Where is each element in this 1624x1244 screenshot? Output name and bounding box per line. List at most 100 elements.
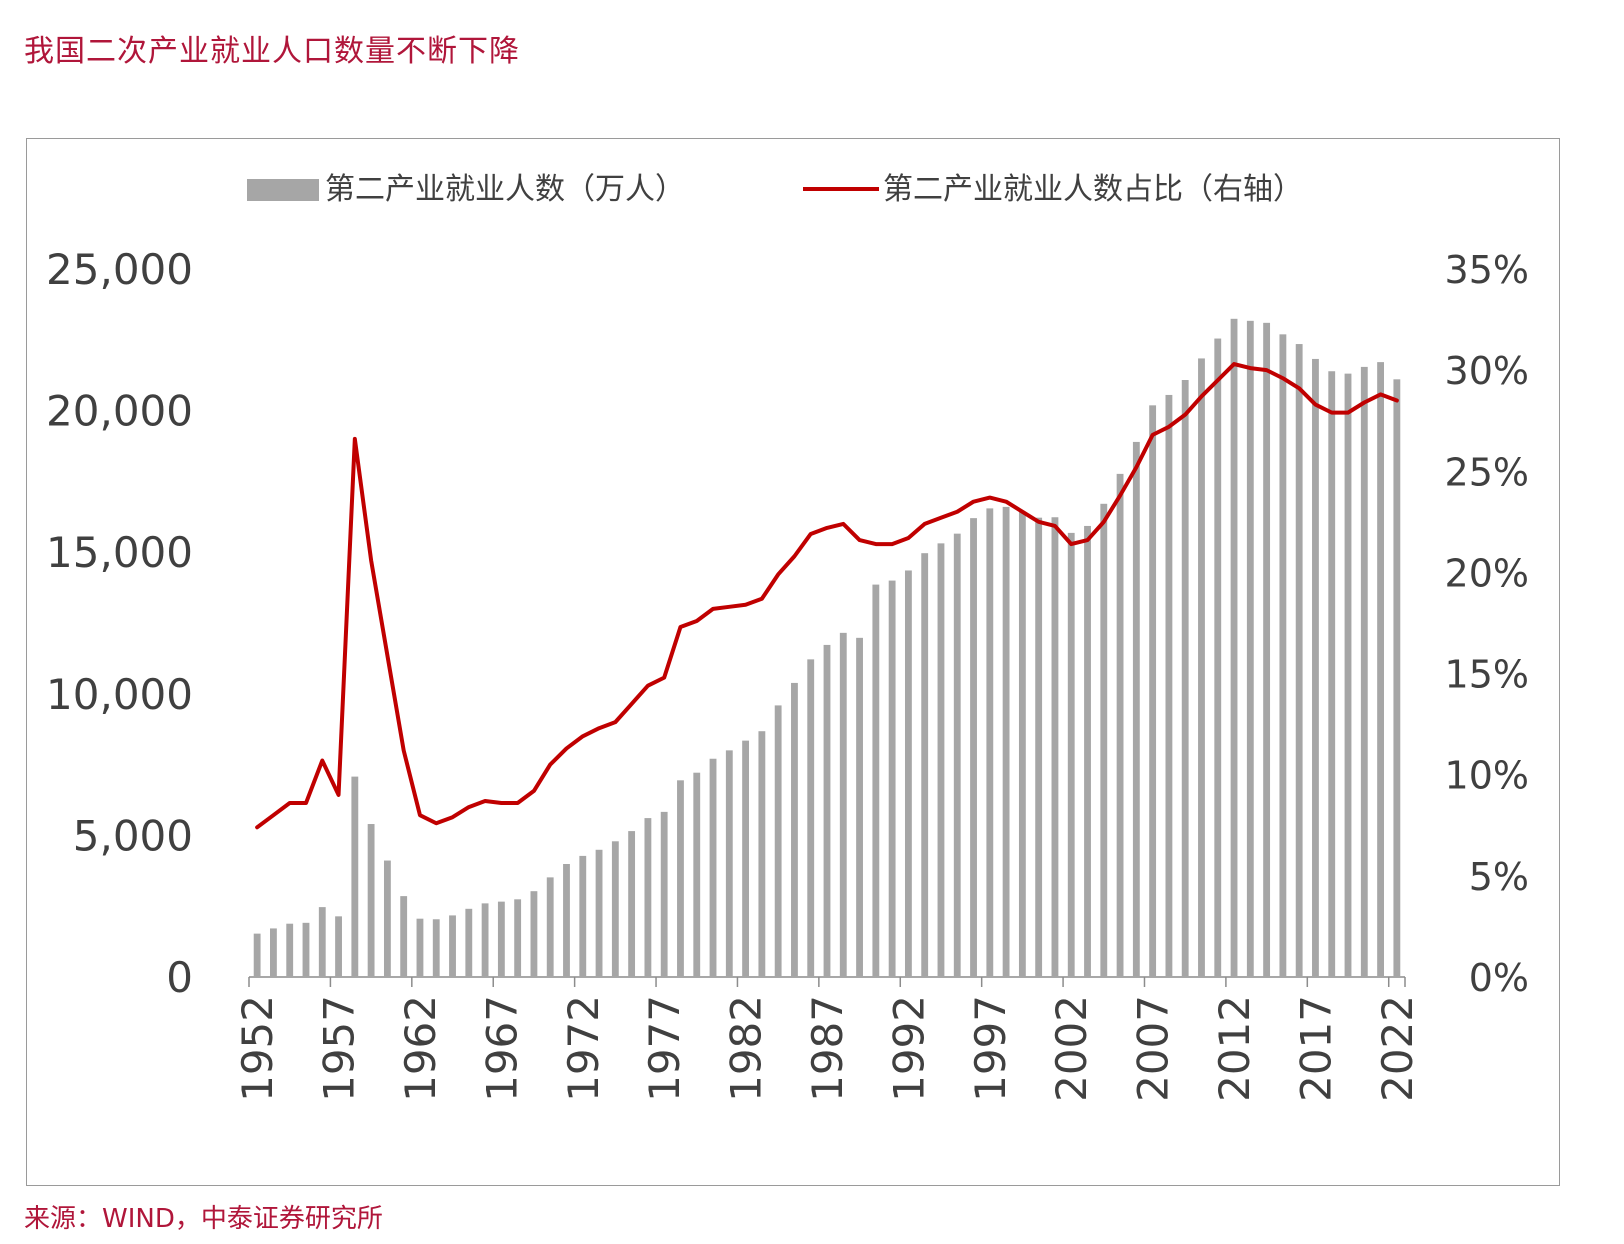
bar [416, 918, 424, 977]
bar [660, 811, 668, 977]
bar [1328, 371, 1336, 977]
bar [400, 896, 408, 977]
left-axis-tick-label: 15,000 [46, 528, 193, 577]
bar [611, 841, 619, 977]
bar [367, 824, 375, 977]
right-axis-tick-label: 30% [1445, 349, 1529, 393]
bar [1312, 358, 1319, 977]
bar [1295, 344, 1303, 977]
right-axis-tick-label: 15% [1445, 653, 1529, 697]
bar [709, 758, 717, 977]
bar [286, 923, 294, 977]
bar [563, 864, 570, 977]
x-axis-tick-label: 2007 [1129, 995, 1178, 1102]
bar [1018, 511, 1026, 977]
bar [677, 780, 684, 977]
bar [1279, 334, 1287, 977]
bar [1165, 394, 1173, 977]
bar [465, 908, 473, 977]
right-axis-tick-label: 10% [1445, 754, 1529, 798]
bar [953, 533, 961, 977]
bar [937, 543, 945, 977]
x-axis-tick-label: 2022 [1373, 995, 1422, 1102]
bar [1035, 517, 1043, 977]
bar [807, 659, 815, 977]
legend-bar-label: 第二产业就业人数（万人） [325, 172, 685, 207]
bar [1051, 517, 1059, 977]
left-axis-tick-label: 20,000 [46, 387, 193, 436]
x-axis-tick-label: 2002 [1047, 995, 1096, 1102]
bar [1002, 506, 1010, 977]
legend: 第二产业就业人数（万人） 第二产业就业人数占比（右轴） [247, 172, 1303, 207]
left-axis-tick-label: 25,000 [46, 245, 193, 294]
bar [888, 580, 896, 977]
bar [1132, 441, 1140, 977]
x-axis-tick-label: 1977 [640, 995, 689, 1102]
bar [253, 933, 261, 977]
right-axis-tick-label: 25% [1445, 450, 1529, 494]
bar [856, 637, 863, 977]
bar [693, 772, 701, 977]
bar [1360, 366, 1368, 977]
bar [351, 776, 359, 977]
bar [1067, 532, 1075, 977]
bar [1214, 338, 1222, 977]
right-axis-tick-label: 5% [1469, 855, 1529, 899]
x-axis-tick-label: 1957 [315, 995, 364, 1102]
bar [644, 818, 652, 977]
bar [904, 570, 912, 977]
bar [1246, 320, 1254, 977]
bar [921, 553, 929, 977]
bar [1377, 362, 1384, 977]
bar [579, 855, 587, 977]
bar [1344, 373, 1352, 977]
right-axis-tick-label: 35% [1445, 248, 1529, 292]
line-series [255, 362, 1399, 830]
bar [742, 740, 750, 977]
chart-frame: 第二产业就业人数（万人） 第二产业就业人数占比（右轴） 0 5,000 10,000… [26, 138, 1560, 1186]
bar [481, 903, 489, 977]
bar [302, 922, 310, 977]
bar [595, 849, 603, 977]
bar [318, 907, 326, 977]
bar [1084, 525, 1091, 977]
bar [725, 750, 733, 977]
x-axis-tick-label: 1997 [966, 995, 1015, 1102]
axes: 0 5,000 10,000 15,000 20,000 25,000 0% 5% 10% 15%… [46, 245, 1529, 1102]
bar-series [253, 318, 1401, 978]
bar [514, 899, 522, 977]
x-axis-tick-label: 1962 [396, 995, 445, 1102]
bar [1181, 380, 1189, 977]
bar [1100, 503, 1108, 977]
x-axis-tick-label: 2012 [1210, 995, 1259, 1102]
x-axis-tick-label: 2017 [1291, 995, 1340, 1102]
x-axis-tick-label: 1972 [559, 995, 608, 1102]
bar [432, 919, 440, 977]
x-axis-tick-label: 1967 [477, 995, 526, 1102]
bar [1116, 473, 1124, 977]
bar [839, 632, 847, 977]
bar [1263, 322, 1271, 978]
bar [546, 877, 554, 977]
legend-bar-swatch [247, 179, 319, 201]
bar [335, 916, 342, 977]
bar [1230, 318, 1238, 977]
bar [1149, 405, 1157, 978]
x-axis-tick-label: 1952 [233, 995, 282, 1102]
bar [497, 901, 505, 977]
chart-svg: 第二产业就业人数（万人） 第二产业就业人数占比（右轴） 0 5,000 10,000… [46, 172, 1529, 1102]
x-axis-tick-label: 1992 [884, 995, 933, 1102]
bar [970, 518, 977, 977]
x-axis-tick-label: 1982 [722, 995, 771, 1102]
bar [449, 915, 456, 977]
bar [1393, 379, 1401, 977]
bar [791, 682, 798, 977]
x-axis-tick-label: 1987 [803, 995, 852, 1102]
bar [758, 731, 766, 977]
bar [270, 928, 277, 977]
bar [628, 831, 636, 977]
line-path [255, 362, 1399, 830]
left-axis-tick-label: 5,000 [73, 811, 193, 860]
bar [1198, 358, 1205, 977]
bar [986, 508, 994, 977]
